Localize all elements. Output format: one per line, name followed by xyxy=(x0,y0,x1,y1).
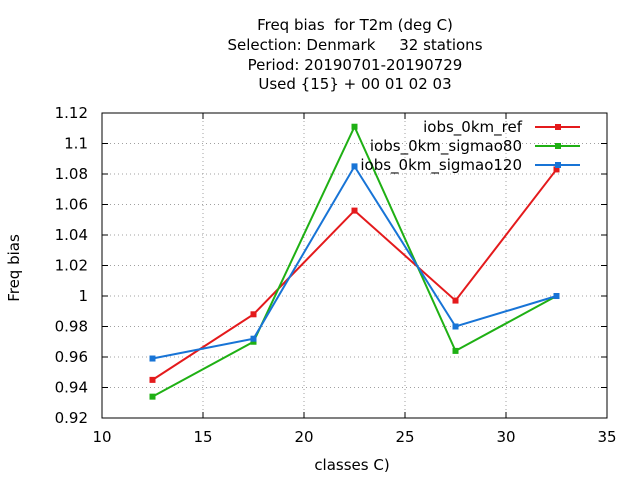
x-tick-label: 10 xyxy=(92,428,111,446)
y-tick-label: 1.04 xyxy=(55,226,88,244)
data-point-iobs_0km_ref xyxy=(149,376,156,383)
data-point-iobs_0km_sigmao120 xyxy=(553,293,560,299)
data-point-iobs_0km_sigmao120 xyxy=(149,355,156,362)
data-point-iobs_0km_sigmao80 xyxy=(351,123,358,130)
y-tick-label: 1 xyxy=(78,287,88,305)
data-point-iobs_0km_ref xyxy=(452,297,459,304)
data-point-iobs_0km_sigmao80 xyxy=(149,393,156,400)
x-tick-label: 20 xyxy=(294,428,313,446)
data-point-iobs_0km_sigmao120 xyxy=(452,323,459,330)
chart-title-line-4: Used {15} + 00 01 02 03 xyxy=(258,75,452,93)
legend-marker-iobs_0km_sigmao80 xyxy=(555,143,561,149)
y-tick-label: 0.92 xyxy=(55,409,88,427)
y-tick-label: 0.96 xyxy=(55,348,88,366)
legend-label-iobs_0km_sigmao80: iobs_0km_sigmao80 xyxy=(370,137,522,156)
data-point-iobs_0km_sigmao120 xyxy=(250,335,257,342)
y-tick-label: 1.08 xyxy=(55,165,88,183)
chart-title-line-2: Selection: Denmark 32 stations xyxy=(227,36,483,54)
data-point-iobs_0km_ref xyxy=(553,166,560,173)
x-tick-label: 30 xyxy=(496,428,515,446)
x-tick-label: 35 xyxy=(597,428,616,446)
series-line-iobs_0km_ref xyxy=(151,168,558,381)
data-point-iobs_0km_sigmao80 xyxy=(250,338,257,345)
chart-title-line-3: Period: 20190701-20190729 xyxy=(247,56,463,74)
legend-label-iobs_0km_ref: iobs_0km_ref xyxy=(423,118,523,137)
y-tick-label: 1.02 xyxy=(55,257,88,275)
y-tick-label: 1.1 xyxy=(64,135,88,153)
x-tick-label: 15 xyxy=(193,428,212,446)
x-axis-label: classes C) xyxy=(314,456,390,474)
data-point-iobs_0km_ref xyxy=(351,207,358,214)
y-tick-label: 0.94 xyxy=(55,379,88,397)
chart-title-line-1: Freq bias for T2m (deg C) xyxy=(257,16,453,34)
data-point-iobs_0km_sigmao80 xyxy=(452,347,459,354)
legend-marker-iobs_0km_sigmao120 xyxy=(555,162,561,168)
legend-label-iobs_0km_sigmao120: iobs_0km_sigmao120 xyxy=(360,156,522,175)
y-tick-label: 0.98 xyxy=(55,318,88,336)
data-point-iobs_0km_sigmao120 xyxy=(351,163,358,170)
x-tick-label: 25 xyxy=(395,428,414,446)
y-tick-label: 1.12 xyxy=(55,104,88,122)
y-tick-label: 1.06 xyxy=(55,196,88,214)
data-point-iobs_0km_ref xyxy=(250,311,257,318)
legend-marker-iobs_0km_ref xyxy=(555,124,561,130)
